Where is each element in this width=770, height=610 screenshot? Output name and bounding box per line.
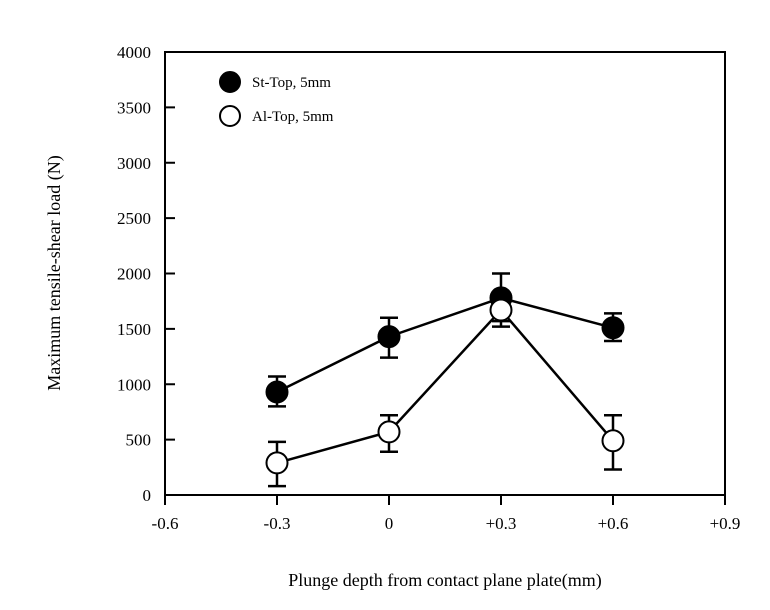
data-point-al-top xyxy=(377,420,401,444)
series-line-al-top xyxy=(276,308,614,465)
y-tick-label: 1000 xyxy=(117,375,151,394)
data-point-al-top xyxy=(265,451,289,475)
x-tick-label: -0.3 xyxy=(264,514,291,533)
y-tick-label: 3500 xyxy=(117,98,151,117)
x-tick-label: 0 xyxy=(385,514,394,533)
data-point-st-top xyxy=(377,325,401,349)
legend-label-st-top: St-Top, 5mm xyxy=(252,75,331,91)
x-axis-title: Plunge depth from contact plane plate(mm… xyxy=(288,570,601,591)
data-point-al-top xyxy=(489,298,513,322)
y-tick-label: 0 xyxy=(143,486,152,505)
x-tick-label: +0.9 xyxy=(710,514,741,533)
y-axis-title: Maximum tensile-shear load (N) xyxy=(44,155,65,390)
x-tick-label: +0.3 xyxy=(486,514,517,533)
y-tick-label: 2500 xyxy=(117,209,151,228)
series-al-top xyxy=(265,298,625,488)
x-tick-label: -0.6 xyxy=(152,514,179,533)
legend-marker-al-top xyxy=(219,105,241,127)
series-st-top xyxy=(265,272,625,408)
y-tick-label: 500 xyxy=(126,431,152,450)
series-line-st-top xyxy=(276,296,614,394)
x-axis: -0.6 -0.3 0 +0.3 +0.6 +0.9 xyxy=(152,495,741,533)
legend-label-al-top: Al-Top, 5mm xyxy=(252,109,334,125)
y-tick-label: 4000 xyxy=(117,43,151,62)
y-tick-label: 2000 xyxy=(117,265,151,284)
series-layer xyxy=(265,272,625,488)
y-axis: 0 500 1000 1500 2000 2500 3000 3500 4000 xyxy=(117,43,175,505)
x-tick-label: +0.6 xyxy=(598,514,629,533)
legend: St-Top, 5mm Al-Top, 5mm xyxy=(219,71,334,127)
legend-marker-st-top xyxy=(219,71,241,93)
y-tick-label: 1500 xyxy=(117,320,151,339)
y-tick-label: 3000 xyxy=(117,154,151,173)
data-point-st-top xyxy=(265,380,289,404)
data-point-st-top xyxy=(601,316,625,340)
data-point-al-top xyxy=(601,429,625,453)
